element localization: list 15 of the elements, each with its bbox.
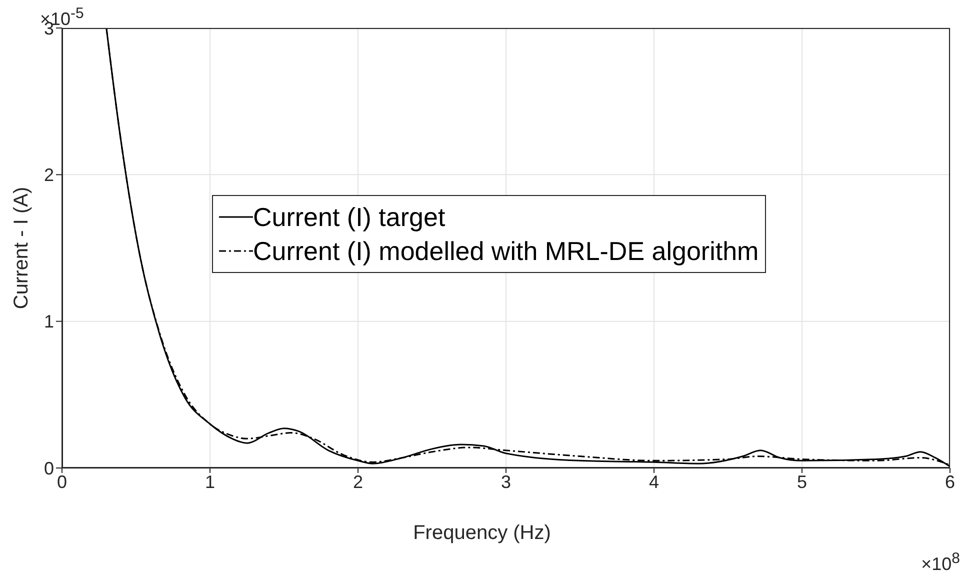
x-tick-label: 3: [500, 472, 512, 492]
x-tick-label: 0: [56, 472, 68, 492]
x-tick-label: 5: [796, 472, 808, 492]
x-tick-label: 2: [352, 472, 364, 492]
legend-label: Current (I) target: [253, 201, 446, 234]
y-tick-label: 2: [44, 165, 54, 186]
y-tick-label: 1: [44, 312, 54, 332]
x-tick-label: 4: [648, 472, 660, 492]
legend-label: Current (I) modelled with MRL-DE algorithm: [253, 235, 759, 268]
x-axis-title: Frequency (Hz): [412, 522, 552, 545]
x-tick-label: 6: [944, 472, 956, 492]
text: ×10$^{8}$: [921, 550, 960, 575]
x-tick-label: 1: [204, 472, 216, 492]
y-axis-title: Current - I (A): [10, 186, 34, 310]
y-tick-label: 0: [44, 458, 54, 478]
